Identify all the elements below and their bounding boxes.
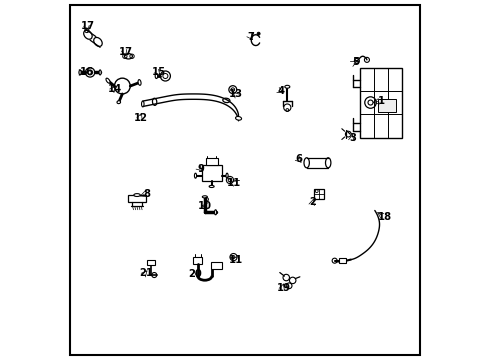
Text: 16: 16 xyxy=(79,67,94,77)
Text: 17: 17 xyxy=(81,21,95,31)
Bar xyxy=(211,262,222,269)
Bar xyxy=(378,99,396,112)
Text: 20: 20 xyxy=(188,269,202,279)
Circle shape xyxy=(257,32,260,35)
Ellipse shape xyxy=(106,78,110,83)
Text: 9: 9 xyxy=(197,164,204,174)
Ellipse shape xyxy=(285,85,290,88)
Text: 2: 2 xyxy=(310,197,317,207)
Text: 4: 4 xyxy=(277,86,284,96)
Bar xyxy=(202,165,221,181)
Text: 3: 3 xyxy=(349,133,356,143)
Text: 12: 12 xyxy=(134,113,148,123)
Bar xyxy=(128,195,146,202)
Ellipse shape xyxy=(84,30,92,39)
Ellipse shape xyxy=(117,101,121,104)
Text: 5: 5 xyxy=(352,57,359,67)
Ellipse shape xyxy=(209,185,214,188)
Ellipse shape xyxy=(236,117,242,120)
Bar xyxy=(205,158,218,165)
Bar xyxy=(339,258,346,263)
Bar xyxy=(360,68,402,138)
Ellipse shape xyxy=(325,158,331,168)
Ellipse shape xyxy=(134,194,140,197)
Text: 13: 13 xyxy=(229,89,243,99)
Text: 14: 14 xyxy=(108,84,122,94)
Ellipse shape xyxy=(142,101,144,107)
Text: 17: 17 xyxy=(119,46,133,57)
Text: 21: 21 xyxy=(139,268,153,278)
Ellipse shape xyxy=(155,73,158,78)
Bar xyxy=(314,189,324,199)
Ellipse shape xyxy=(138,80,141,85)
Text: 1: 1 xyxy=(378,96,385,106)
Ellipse shape xyxy=(94,37,102,46)
Ellipse shape xyxy=(195,173,196,178)
Ellipse shape xyxy=(99,70,101,75)
Ellipse shape xyxy=(226,173,228,178)
Text: 19: 19 xyxy=(276,283,291,293)
Text: 8: 8 xyxy=(144,189,151,199)
Ellipse shape xyxy=(215,210,217,215)
Text: 6: 6 xyxy=(295,154,302,164)
Text: 18: 18 xyxy=(378,212,392,221)
Text: 15: 15 xyxy=(152,67,166,77)
Ellipse shape xyxy=(202,196,207,198)
Ellipse shape xyxy=(304,158,309,168)
Ellipse shape xyxy=(79,70,81,75)
Text: 11: 11 xyxy=(229,255,243,265)
Bar xyxy=(147,260,155,265)
Bar xyxy=(194,257,202,264)
Text: 7: 7 xyxy=(248,32,255,42)
Ellipse shape xyxy=(124,54,132,59)
Text: 11: 11 xyxy=(227,178,241,188)
Text: 10: 10 xyxy=(197,201,212,211)
